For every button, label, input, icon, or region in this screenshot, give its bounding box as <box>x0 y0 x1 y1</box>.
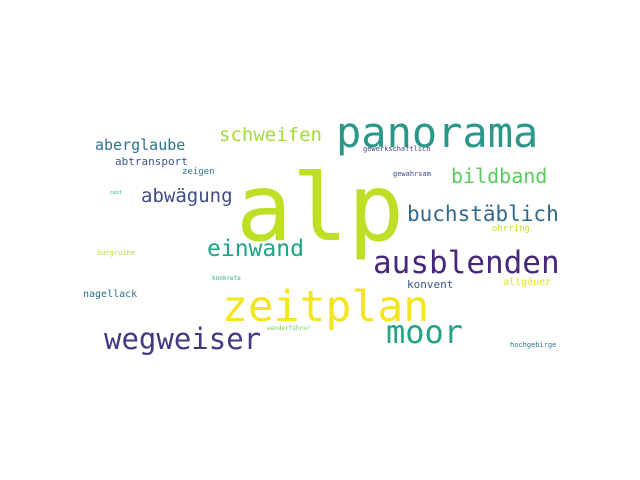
word-wanderfuhrer: wanderführer <box>267 325 311 332</box>
word-aberglaube: aberglaube <box>95 136 186 154</box>
word-ceit: ceit <box>110 190 123 196</box>
word-konkrete: konkrete <box>212 275 241 282</box>
word-hochgebirge: hochgebirge <box>510 341 557 349</box>
word-nagellack: nagellack <box>83 289 138 300</box>
word-alp: alp <box>236 154 404 262</box>
word-burgruine: burgruine <box>97 249 135 257</box>
word-allgauer: allgäuer <box>503 277 552 288</box>
word-gewahrsam: gewahrsam <box>393 170 431 178</box>
word-abwagung: abwägung <box>141 185 233 207</box>
word-schweifen: schweifen <box>219 124 322 146</box>
word-ausblenden: ausblenden <box>373 245 560 281</box>
word-zeigen: zeigen <box>182 167 215 177</box>
word-abtransport: abtransport <box>115 155 188 168</box>
word-panorama: panorama <box>336 108 539 157</box>
word-moor: moor <box>386 313 464 351</box>
word-ohrring: ohrring <box>492 224 530 234</box>
word-wegweiser: wegweiser <box>104 322 262 356</box>
word-konvent: konvent <box>407 278 454 291</box>
word-einwand: einwand <box>207 236 304 262</box>
word-buchstablich: buchstäblich <box>407 202 559 226</box>
word-bildband: bildband <box>451 164 548 188</box>
word-gewerkschaftlich: gewerkschaftlich <box>363 145 431 153</box>
word-zeitplan: zeitplan <box>222 282 430 332</box>
